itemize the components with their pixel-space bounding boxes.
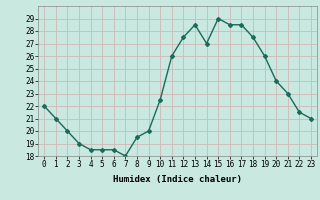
X-axis label: Humidex (Indice chaleur): Humidex (Indice chaleur): [113, 175, 242, 184]
